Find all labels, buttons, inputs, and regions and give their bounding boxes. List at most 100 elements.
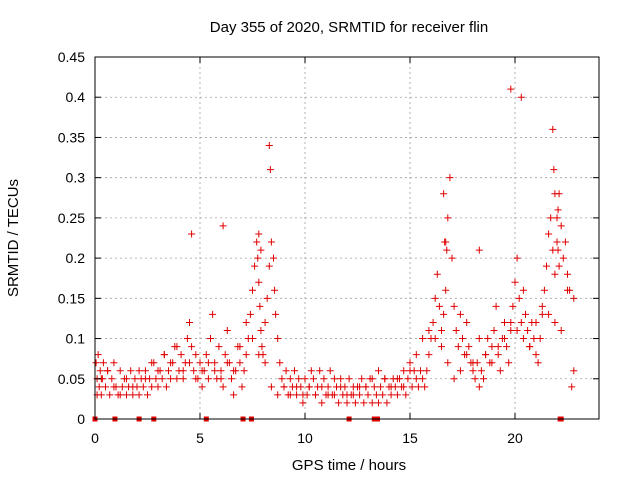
data-point [204, 375, 212, 383]
data-point [266, 166, 274, 174]
data-point [312, 391, 319, 399]
data-point [343, 391, 351, 399]
data-point [271, 286, 279, 294]
data-point [265, 141, 273, 149]
data-point [488, 343, 496, 351]
data-point [215, 343, 223, 351]
data-point [196, 359, 204, 367]
y-axis-title: SRMTID / TECUs [5, 179, 22, 297]
y-tick-label: 0 [77, 411, 85, 427]
data-point [551, 318, 559, 326]
data-point [299, 391, 307, 399]
data-point [375, 367, 382, 375]
data-point [475, 246, 483, 254]
data-point [251, 262, 259, 270]
data-point [540, 286, 548, 294]
data-point [482, 351, 490, 359]
data-point [412, 375, 420, 383]
data-point [209, 310, 217, 318]
data-point [549, 125, 557, 133]
data-point [515, 294, 523, 302]
data-point [326, 367, 334, 375]
data-point [95, 383, 103, 391]
data-point [118, 383, 126, 391]
data-point [469, 367, 477, 375]
data-point [253, 238, 261, 246]
data-point [270, 254, 277, 262]
data-point [99, 359, 107, 367]
data-point [492, 302, 500, 310]
data-point [524, 327, 532, 335]
axis-ticks [94, 56, 599, 420]
data-point [435, 302, 443, 310]
data-point [295, 375, 303, 383]
data-point [379, 391, 387, 399]
data-point [547, 214, 555, 222]
data-point [129, 391, 137, 399]
data-point [280, 383, 288, 391]
data-point [446, 174, 454, 182]
data-point [301, 375, 309, 383]
data-point [299, 399, 307, 407]
data-point [148, 359, 156, 367]
data-point [255, 278, 263, 286]
data-point [480, 375, 487, 383]
data-point [494, 343, 502, 351]
data-point [465, 343, 473, 351]
data-point [356, 383, 364, 391]
data-point [517, 318, 525, 326]
data-point [192, 375, 200, 383]
data-point [559, 254, 567, 262]
data-point [408, 383, 416, 391]
data-point [358, 375, 366, 383]
data-point [152, 375, 160, 383]
data-point [141, 375, 149, 383]
data-point [255, 230, 263, 238]
data-point [372, 391, 380, 399]
data-point [286, 375, 294, 383]
data-point [343, 399, 351, 407]
data-point [246, 310, 254, 318]
plot-frame [94, 56, 600, 420]
data-point [223, 359, 231, 367]
data-point [154, 367, 162, 375]
data-point [406, 367, 414, 375]
data-point [131, 375, 139, 383]
data-point [570, 294, 578, 302]
data-point [387, 383, 395, 391]
data-point [123, 391, 130, 399]
data-point [496, 367, 504, 375]
data-point [414, 383, 422, 391]
data-point [555, 262, 563, 270]
data-point [272, 310, 280, 318]
data-point [381, 375, 389, 383]
data-point [249, 335, 256, 343]
data-point [158, 375, 166, 383]
data-point [242, 318, 250, 326]
x-tick-label: 15 [402, 430, 418, 446]
data-point [351, 399, 359, 407]
data-point [188, 230, 196, 238]
data-point [425, 327, 433, 335]
data-point [309, 375, 317, 383]
data-point [550, 166, 558, 174]
data-point [282, 367, 290, 375]
data-point [383, 399, 391, 407]
data-point [530, 335, 538, 343]
data-point [293, 383, 301, 391]
data-point [316, 367, 324, 375]
y-tick-label: 0.1 [66, 331, 86, 347]
data-point [236, 359, 244, 367]
data-point [570, 367, 578, 375]
data-point [190, 367, 198, 375]
data-point [265, 262, 273, 270]
data-point [356, 391, 364, 399]
data-point [188, 343, 196, 351]
data-point [442, 286, 450, 294]
data-point [564, 286, 571, 294]
data-point [469, 359, 477, 367]
data-point [509, 302, 517, 310]
data-point [543, 262, 550, 270]
data-point [221, 351, 229, 359]
data-point [412, 351, 420, 359]
